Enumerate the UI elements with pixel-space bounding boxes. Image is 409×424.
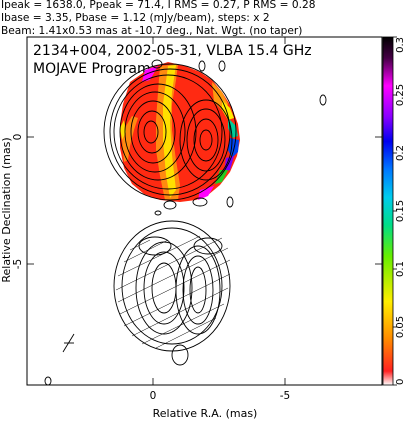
y-tick-label: 0 (12, 134, 24, 141)
x-axis-label: Relative R.A. (mas) (153, 407, 258, 420)
intensity-contours-jet (113, 220, 231, 366)
x-tick-label: -5 (280, 390, 290, 402)
header-line-1: Ipeak = 1638.0, Ppeak = 71.4, I RMS = 0.… (1, 0, 316, 11)
map-title: 2134+004, 2002-05-31, VLBA 15.4 GHz (33, 43, 312, 59)
tick-marks (27, 37, 382, 385)
colorbar-tick-label: 0.2 (395, 145, 406, 161)
colorbar-tick-label: 0.05 (395, 316, 406, 338)
intensity-contours-core (103, 63, 237, 210)
header-line-3: Beam: 1.41x0.53 mas at -10.7 deg., Nat. … (1, 25, 302, 37)
colorbar-tick-label: 0.15 (395, 200, 406, 222)
beam-marker (62, 333, 75, 353)
colorbar-tick-label: 0.1 (395, 261, 406, 277)
y-tick-label: -5 (12, 259, 24, 269)
colorbar-tick-label: 0.25 (395, 84, 406, 106)
y-axis-label: Relative Declination (mas) (0, 137, 13, 282)
colorbar-tick-label: 0 (395, 379, 406, 385)
colorbar (382, 36, 394, 386)
map-subtitle: MOJAVE Program (33, 61, 151, 77)
noise-contours (44, 59, 327, 386)
x-tick-label: 0 (150, 390, 157, 402)
colorbar-tick-label: 0.3 (395, 37, 406, 53)
colorbar-axis: 0 0.05 0.1 0.15 0.2 0.25 0.3 (393, 36, 406, 386)
plot-frame (26, 36, 383, 386)
header-line-2: Ibase = 3.35, Pbase = 1.12 (mJy/beam), s… (1, 12, 270, 24)
